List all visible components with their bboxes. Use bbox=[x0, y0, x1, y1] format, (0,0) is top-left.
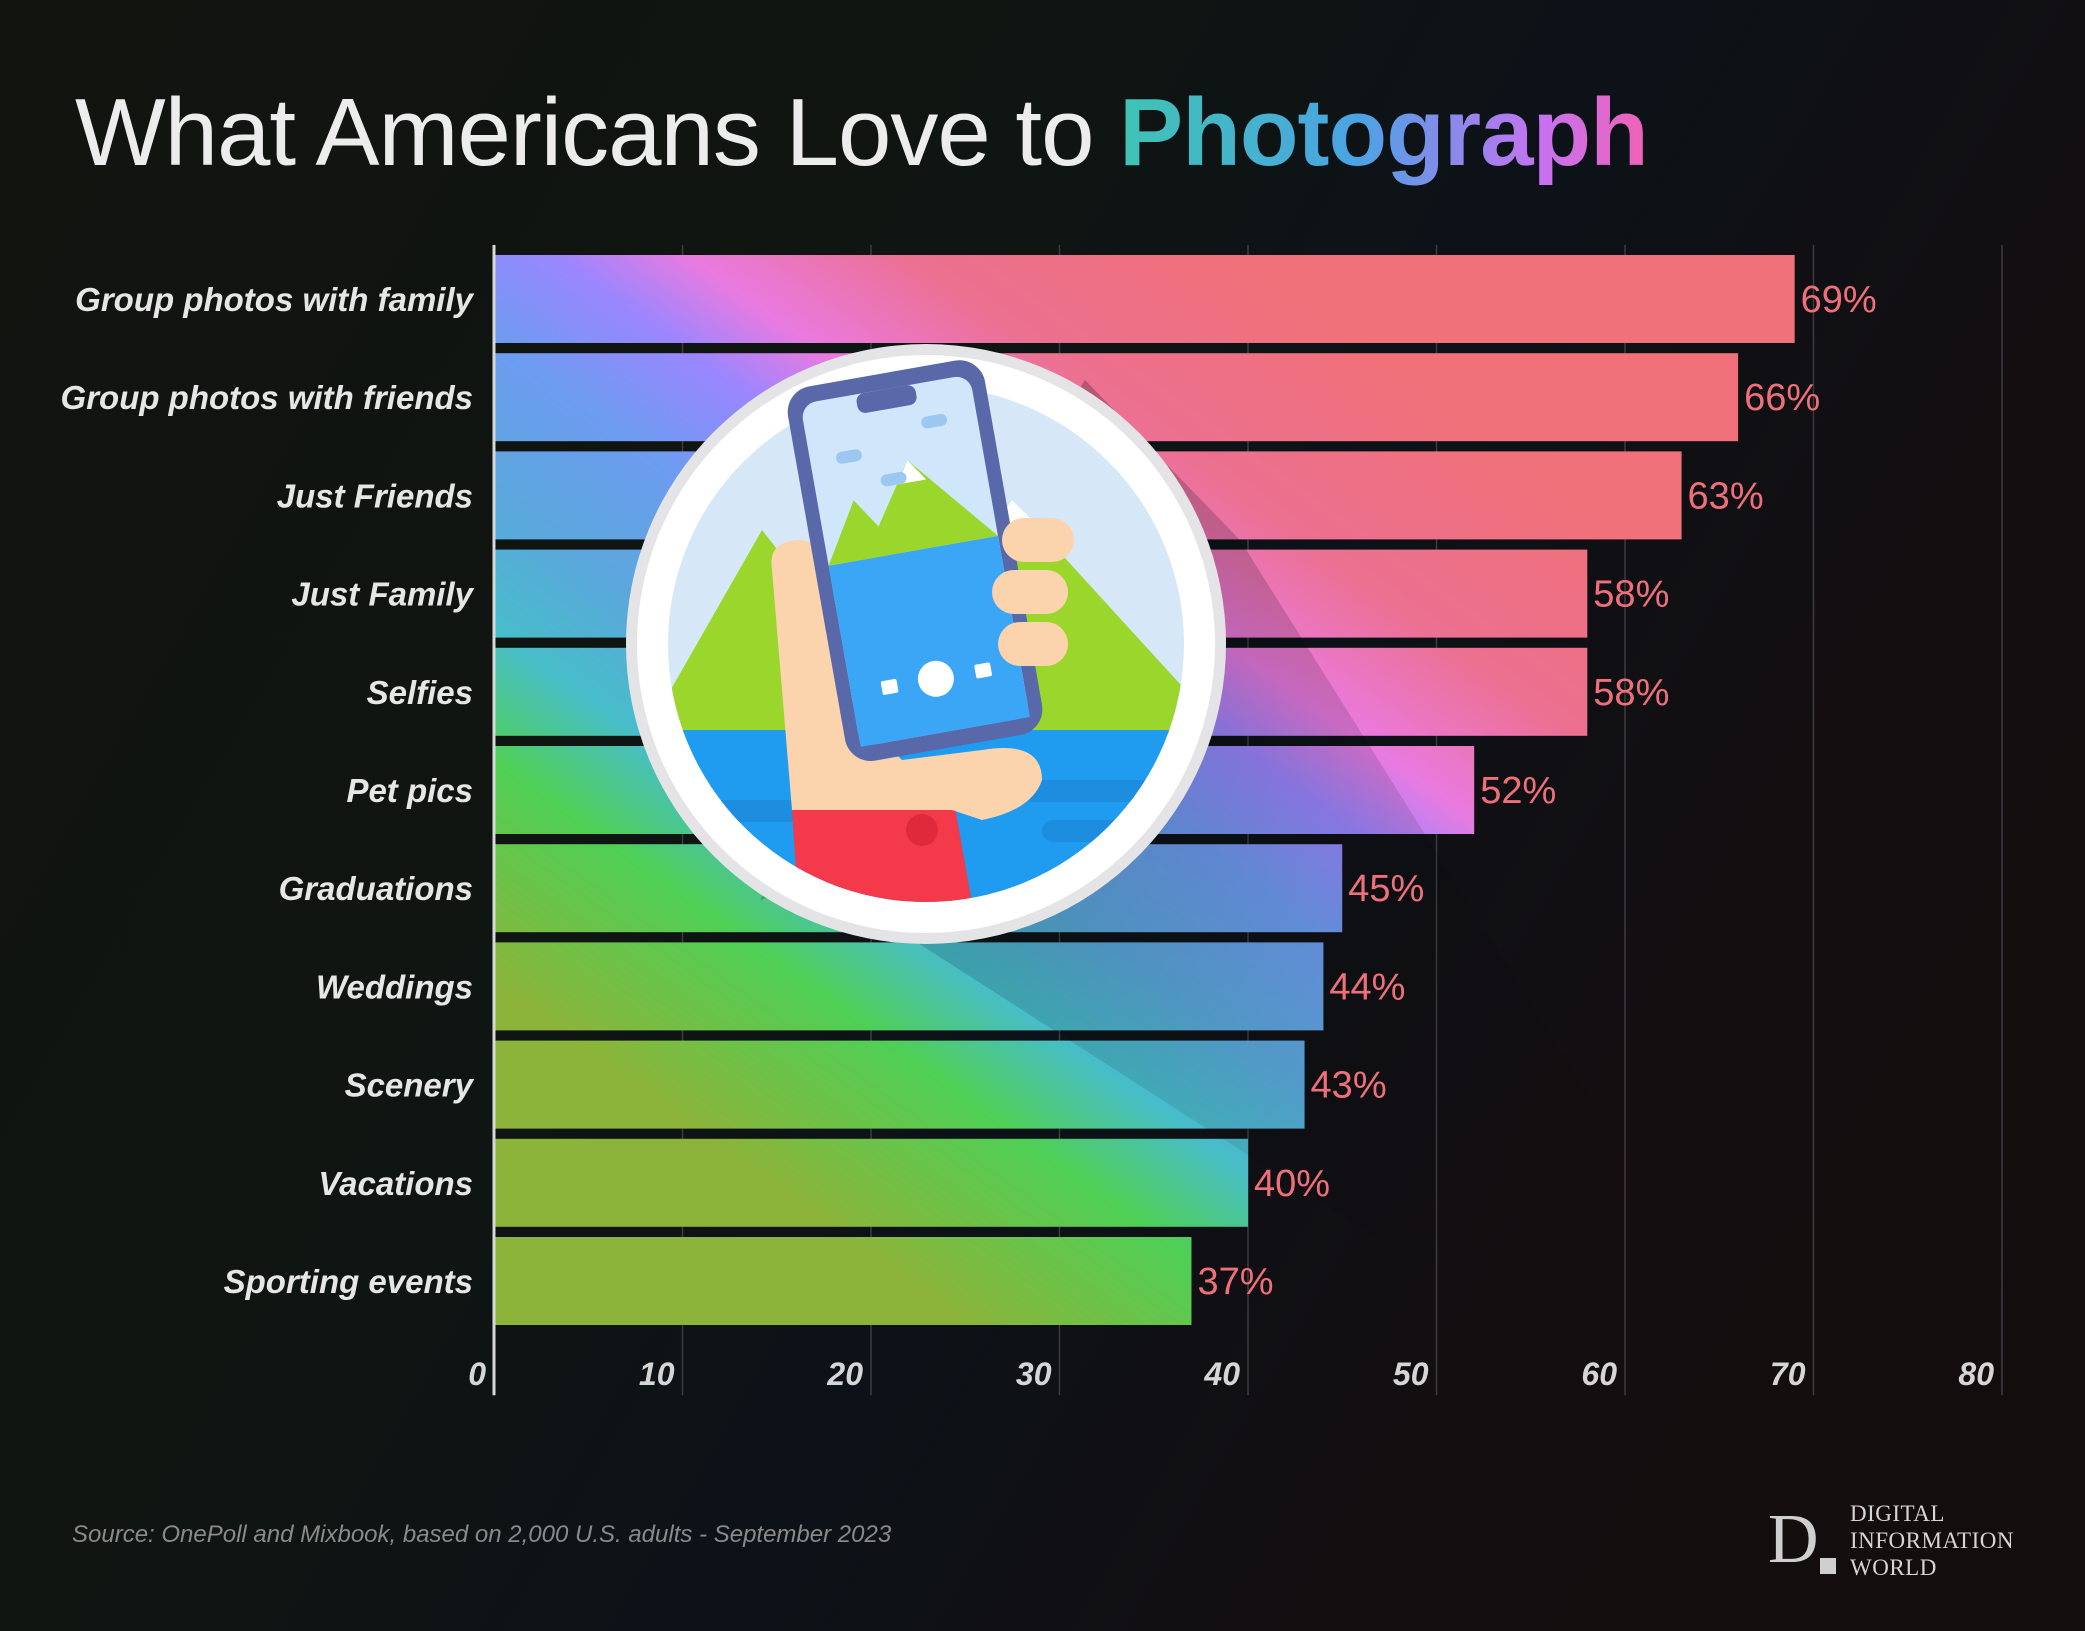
x-tick-label: 30 bbox=[1016, 1356, 1052, 1392]
x-tick-label: 60 bbox=[1581, 1356, 1617, 1392]
category-label: Pet pics bbox=[346, 772, 473, 809]
value-label: 52% bbox=[1480, 770, 1556, 812]
category-label: Graduations bbox=[279, 870, 473, 907]
value-label: 40% bbox=[1254, 1163, 1330, 1205]
value-label: 43% bbox=[1311, 1065, 1387, 1107]
brand-square bbox=[1820, 1558, 1836, 1574]
value-label: 58% bbox=[1593, 672, 1669, 714]
title-accent: Photograph bbox=[1119, 79, 1649, 186]
category-label: Sporting events bbox=[224, 1263, 473, 1300]
title-main: What Americans Love to bbox=[75, 79, 1120, 186]
value-label: 37% bbox=[1197, 1261, 1273, 1303]
value-label: 45% bbox=[1348, 868, 1424, 910]
category-label: Just Friends bbox=[277, 477, 473, 514]
value-label: 58% bbox=[1593, 574, 1669, 616]
value-label: 63% bbox=[1688, 475, 1764, 517]
category-label: Group photos with friends bbox=[61, 379, 473, 416]
phone-photo-icon bbox=[626, 344, 1226, 944]
x-tick-label: 10 bbox=[639, 1356, 675, 1392]
x-tick-label: 40 bbox=[1203, 1356, 1240, 1392]
labels: 0 10 20 30 40 50 60 70 80 Group photos with famil… bbox=[61, 279, 1995, 1392]
bar bbox=[494, 1237, 1192, 1325]
bar bbox=[494, 255, 1795, 343]
chart-title: What Americans Love to Photograph bbox=[75, 78, 1649, 188]
category-label: Just Family bbox=[291, 576, 474, 613]
brand-name: DIGITAL INFORMATION WORLD bbox=[1850, 1501, 2014, 1580]
x-tick-label: 70 bbox=[1770, 1356, 1806, 1392]
category-label: Vacations bbox=[318, 1165, 473, 1202]
value-label: 44% bbox=[1329, 966, 1405, 1008]
brand-letter: D bbox=[1768, 1501, 1819, 1578]
category-label: Selfies bbox=[367, 674, 473, 711]
value-label: 66% bbox=[1744, 377, 1820, 419]
source-note: Source: OnePoll and Mixbook, based on 2,… bbox=[72, 1521, 892, 1548]
value-label: 69% bbox=[1801, 279, 1877, 321]
x-tick-label: 0 bbox=[468, 1356, 486, 1392]
bar bbox=[494, 1138, 1248, 1227]
x-tick-label: 50 bbox=[1393, 1356, 1429, 1392]
category-label: Scenery bbox=[345, 1067, 475, 1104]
category-label: Group photos with family bbox=[75, 281, 474, 318]
x-tick-label: 20 bbox=[826, 1356, 863, 1392]
category-label: Weddings bbox=[316, 968, 473, 1005]
x-tick-label: 80 bbox=[1958, 1356, 1994, 1392]
